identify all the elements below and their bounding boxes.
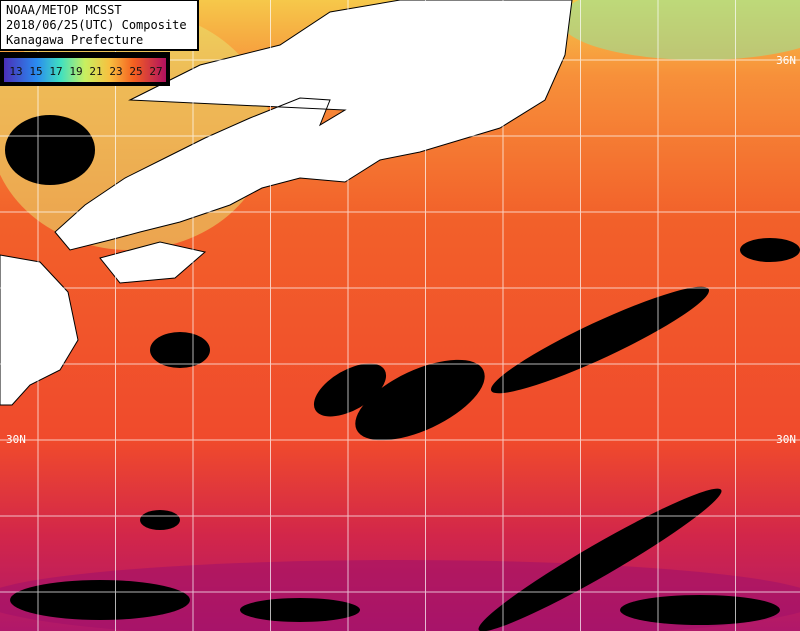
scale-label: 19 [69, 65, 82, 78]
land [0, 0, 573, 406]
latitude-label: 30N [776, 433, 796, 446]
title-line: 2018/06/25(UTC) Composite [6, 18, 187, 32]
latitude-label: 36N [776, 54, 796, 67]
scale-label: 15 [29, 65, 42, 78]
scale-label: 17 [49, 65, 62, 78]
title-line: Kanagawa Prefecture [6, 33, 143, 47]
color-scale: 13 15 17 19 21 23 25 27 [0, 52, 170, 86]
scale-label: 23 [109, 65, 122, 78]
latitude-label: 30N [6, 433, 26, 446]
scale-label: 13 [9, 65, 22, 78]
scale-label: 25 [129, 65, 142, 78]
title-line: NOAA/METOP MCSST [6, 3, 122, 17]
scale-label: 21 [89, 65, 102, 78]
title-box: NOAA/METOP MCSST 2018/06/25(UTC) Composi… [0, 0, 199, 51]
scale-label: 27 [149, 65, 162, 78]
